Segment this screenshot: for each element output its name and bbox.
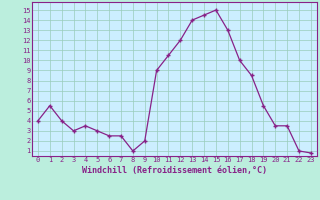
X-axis label: Windchill (Refroidissement éolien,°C): Windchill (Refroidissement éolien,°C): [82, 166, 267, 175]
